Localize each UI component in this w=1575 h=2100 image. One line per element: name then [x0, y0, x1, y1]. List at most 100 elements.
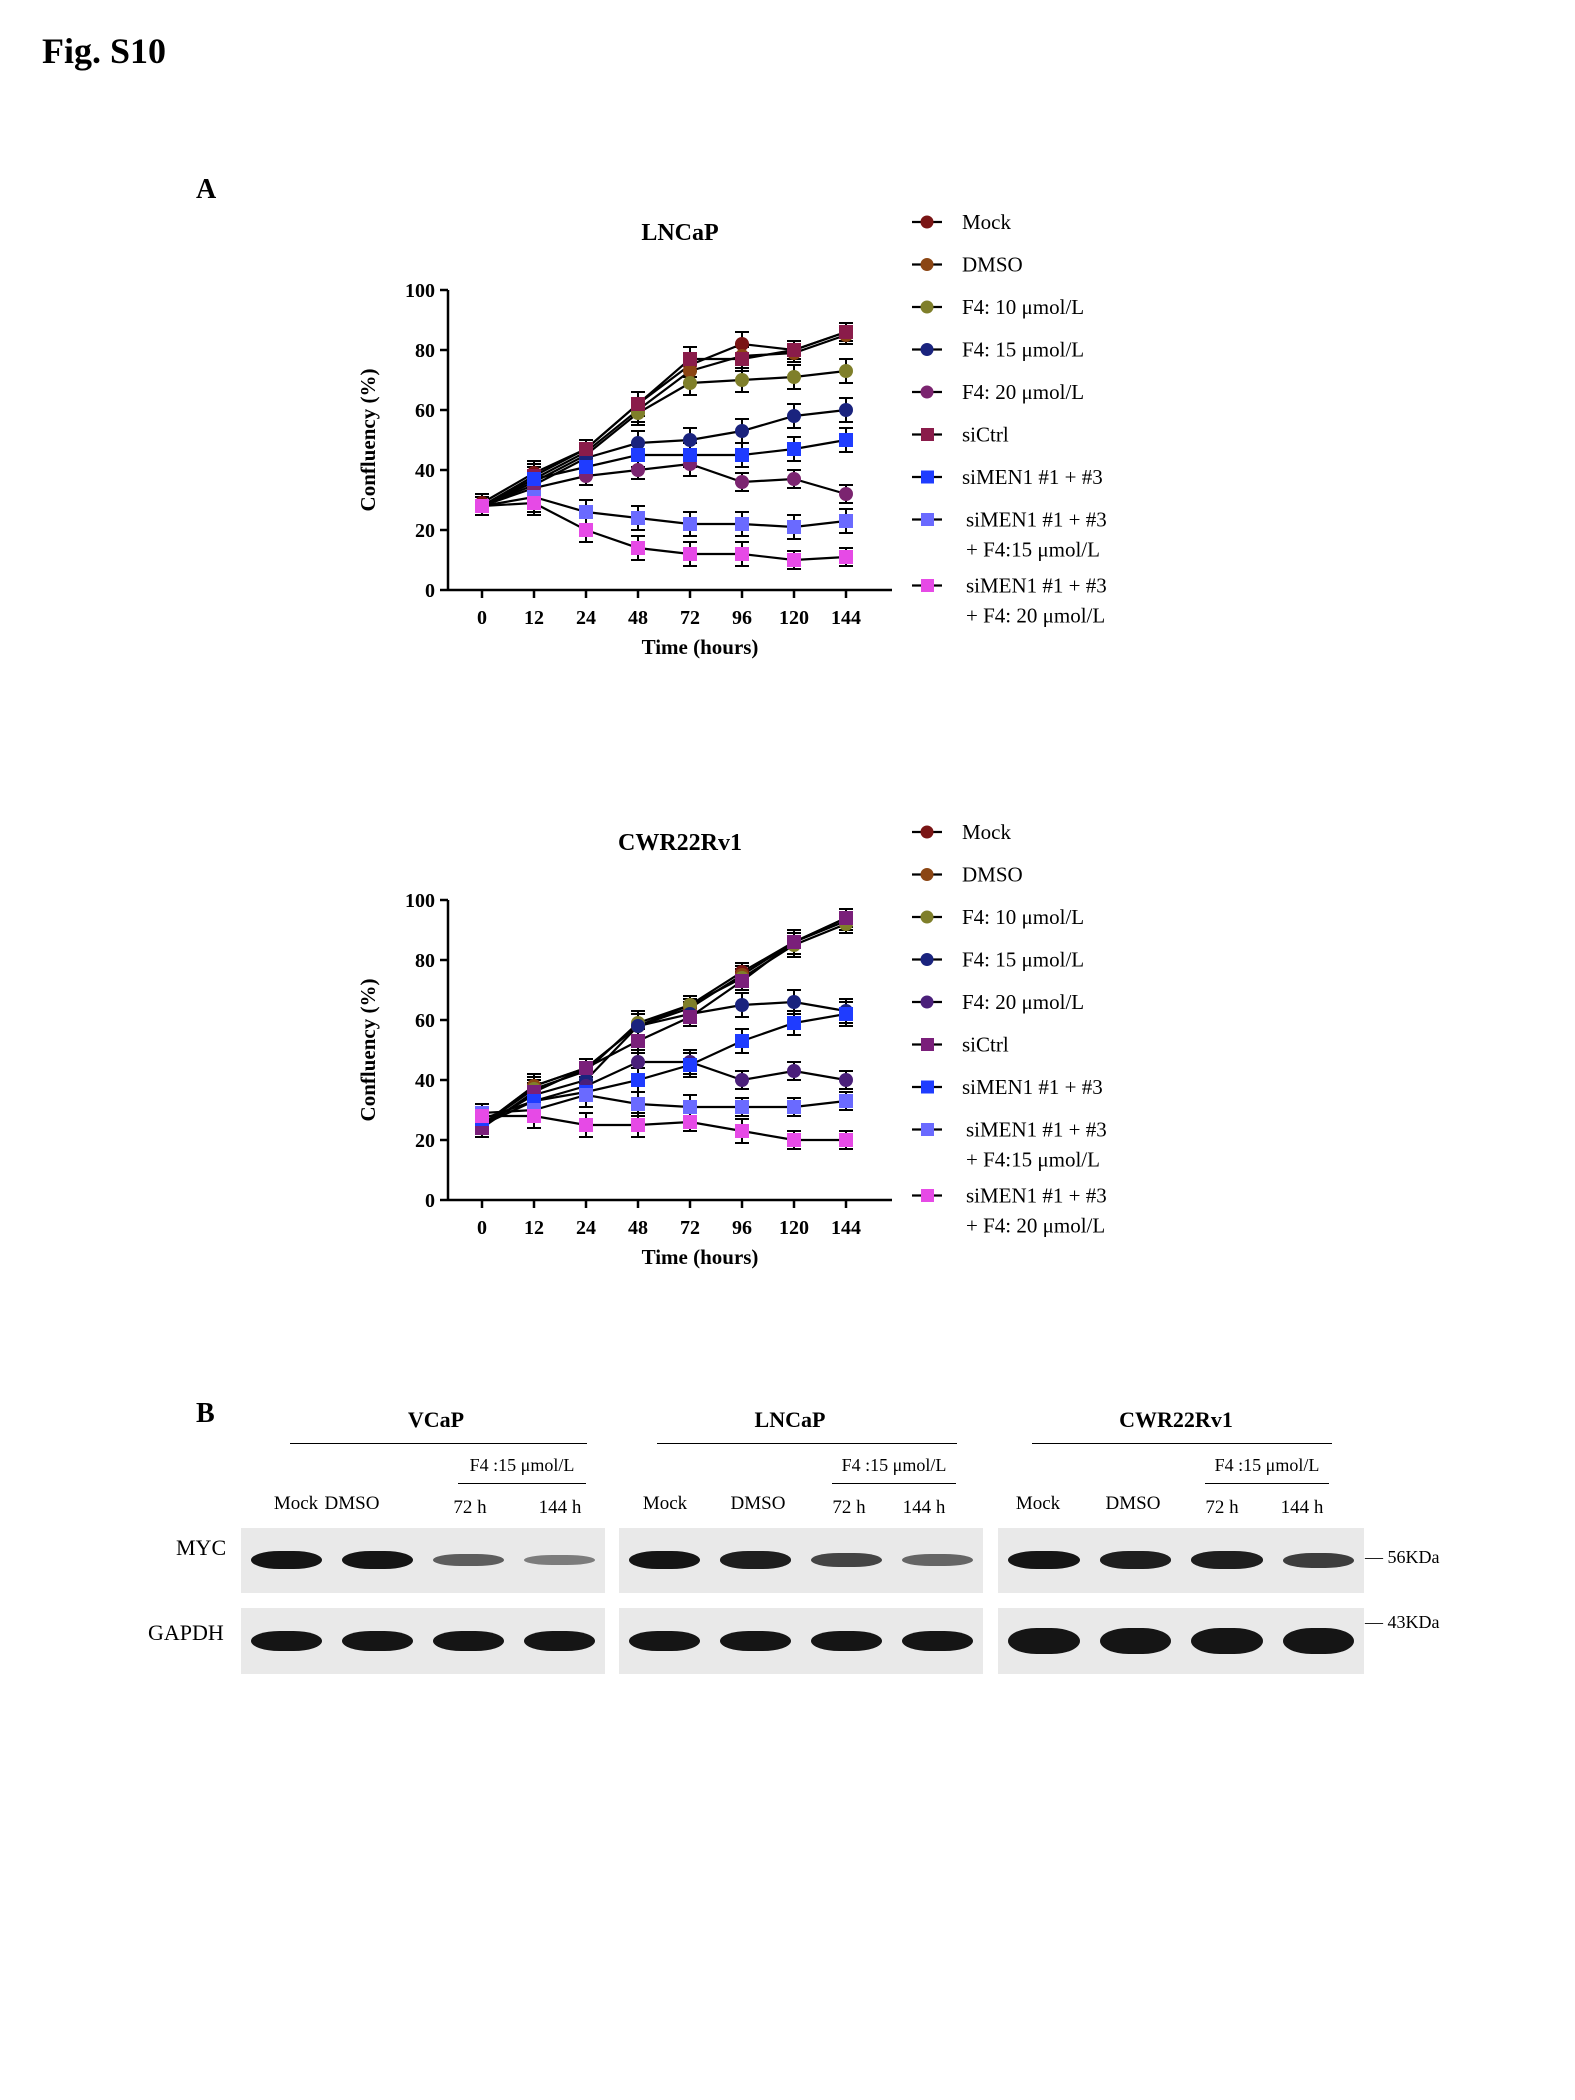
data-point-simen1-1-3-f4-20-mol-l	[631, 541, 645, 555]
data-point-simen1-1-3-f4-15-mol-l	[631, 1097, 645, 1111]
cell-line-rule	[657, 1443, 957, 1444]
chart-title: CWR22Rv1	[618, 830, 742, 856]
myc-band	[720, 1551, 791, 1569]
data-point-simen1-1-3	[839, 1007, 853, 1021]
legend-entry-f4-10-mol-l: F4: 10 μmol/L	[912, 905, 1084, 929]
legend-marker	[921, 470, 934, 484]
row-label-gapdh: GAPDH	[148, 1620, 224, 1645]
myc-band	[1099, 1551, 1171, 1569]
data-point-sictrl	[787, 343, 801, 357]
data-point-simen1-1-3-f4-15-mol-l	[579, 505, 593, 519]
data-point-f4-15-mol-l	[787, 995, 801, 1009]
y-tick-label: 40	[415, 1070, 435, 1092]
data-point-f4-20-mol-l	[787, 1064, 801, 1078]
legend-marker	[920, 995, 934, 1009]
myc-band	[1282, 1552, 1354, 1568]
myc-blot	[619, 1528, 983, 1593]
data-point-simen1-1-3-f4-15-mol-l	[735, 517, 749, 531]
data-point-simen1-1-3-f4-20-mol-l	[579, 523, 593, 537]
legend-entry-f4-15-mol-l: F4: 15 μmol/L	[912, 338, 1084, 362]
legend-marker	[920, 215, 934, 229]
data-point-sictrl	[839, 325, 853, 339]
y-tick-label: 80	[415, 340, 435, 362]
treatment-rule	[832, 1483, 956, 1484]
gapdh-band	[1282, 1628, 1354, 1654]
data-point-f4-20-mol-l	[839, 1073, 853, 1087]
gapdh-band	[433, 1631, 504, 1651]
data-point-simen1-1-3	[839, 433, 853, 447]
treatment-header: F4 :15 μmol/L	[1214, 1455, 1320, 1475]
y-tick-label: 100	[405, 890, 435, 912]
lane-label-dmso: DMSO	[324, 1493, 380, 1514]
y-tick-label: 0	[425, 1190, 435, 1212]
gapdh-band	[902, 1631, 973, 1651]
legend-label: Mock	[962, 210, 1011, 234]
legend-entry-simen1-1-3-f4-20-mol-l: siMEN1 #1 + #3 + F4: 20 μmol/L	[912, 1184, 1107, 1238]
myc-blot	[998, 1528, 1364, 1593]
gapdh-band	[342, 1631, 413, 1651]
x-tick-label: 144	[831, 1217, 861, 1239]
data-point-simen1-1-3-f4-20-mol-l	[839, 550, 853, 564]
data-point-sictrl	[631, 1034, 645, 1048]
series-line-simen1-1-3-f4-15-mol-l	[481, 1093, 847, 1115]
lane-label-144-h: 144 h	[538, 1497, 582, 1518]
data-point-simen1-1-3-f4-15-mol-l	[787, 520, 801, 534]
data-point-f4-10-mol-l	[787, 370, 801, 384]
legend-label: siCtrl	[962, 423, 1009, 447]
data-point-simen1-1-3	[579, 460, 593, 474]
legend-marker	[920, 910, 934, 924]
data-point-simen1-1-3-f4-15-mol-l	[839, 1094, 853, 1108]
western-blot-panel: MYC GAPDH — 56KDa — 43KDa VCaP F4 :15 μmo…	[0, 1395, 1575, 1715]
legend-label: Mock	[962, 820, 1011, 844]
data-point-sictrl	[839, 911, 853, 925]
row-label-myc: MYC	[176, 1535, 227, 1560]
x-tick-label: 0	[477, 607, 487, 629]
lane-label-72-h: 72 h	[1205, 1497, 1239, 1518]
gapdh-blot	[998, 1608, 1364, 1674]
legend-entry-simen1-1-3: siMEN1 #1 + #3	[912, 1075, 1103, 1099]
data-point-simen1-1-3-f4-15-mol-l	[683, 1100, 697, 1114]
x-tick-label: 24	[576, 607, 596, 629]
myc-band	[1008, 1551, 1080, 1569]
mw-marker-43kda: — 43KDa	[1365, 1612, 1440, 1632]
gapdh-blot	[619, 1608, 983, 1674]
legend-label: F4: 15 μmol/L	[962, 948, 1084, 972]
myc-band	[433, 1553, 504, 1567]
blot-cell-line-vcap: VCaP	[407, 1407, 465, 1432]
data-point-f4-15-mol-l	[839, 403, 853, 417]
x-axis-label: Time (hours)	[642, 635, 759, 659]
mw-marker-56kda-label: 56KDa	[1387, 1547, 1440, 1567]
legend-entry-f4-20-mol-l: F4: 20 μmol/L	[912, 990, 1084, 1014]
line-chart-lncap: LNCaP 0 20 40 60 80 100 0 12 24 48 72 96 120 144 Time (…	[356, 210, 1107, 659]
y-tick-label: 40	[415, 460, 435, 482]
treatment-header: F4 :15 μmol/L	[469, 1455, 575, 1475]
legend-label: F4: 10 μmol/L	[962, 295, 1084, 319]
lane-label-mock: Mock	[273, 1493, 319, 1514]
x-tick-label: 0	[477, 1217, 487, 1239]
data-point-simen1-1-3-f4-20-mol-l	[735, 1124, 749, 1138]
myc-band	[251, 1551, 322, 1569]
blot-cell-line-lncap: LNCaP	[754, 1407, 826, 1432]
x-tick-label: 24	[576, 1217, 596, 1239]
data-point-simen1-1-3-f4-15-mol-l	[839, 514, 853, 528]
data-point-simen1-1-3-f4-15-mol-l	[787, 1100, 801, 1114]
treatment-header: F4 :15 μmol/L	[841, 1455, 947, 1475]
data-point-simen1-1-3	[787, 1016, 801, 1030]
y-tick-label: 60	[415, 400, 435, 422]
cell-line-rule	[290, 1443, 587, 1444]
chart-cwr22rv1: CWR22Rv1 0 20 40 60 80 100 0 12 24 48 72 96 120 144 Tim…	[330, 800, 1180, 1280]
data-point-simen1-1-3	[735, 448, 749, 462]
blot-cell-line-cwr22rv1: CWR22Rv1	[1119, 1407, 1233, 1432]
data-point-sictrl	[683, 1010, 697, 1024]
mw-marker-43kda-label: 43KDa	[1387, 1612, 1440, 1632]
legend-marker	[920, 825, 934, 839]
y-tick-label: 80	[415, 950, 435, 972]
lane-label-72-h: 72 h	[832, 1497, 866, 1518]
data-point-simen1-1-3-f4-20-mol-l	[631, 1118, 645, 1132]
x-tick-label: 120	[779, 1217, 809, 1239]
gapdh-band	[1191, 1628, 1263, 1654]
data-point-mock	[735, 337, 749, 351]
line-chart-cwr22rv1: CWR22Rv1 0 20 40 60 80 100 0 12 24 48 72 96 120 144 Tim…	[356, 820, 1107, 1269]
data-point-simen1-1-3-f4-20-mol-l	[787, 1133, 801, 1147]
legend-label: DMSO	[962, 863, 1023, 887]
